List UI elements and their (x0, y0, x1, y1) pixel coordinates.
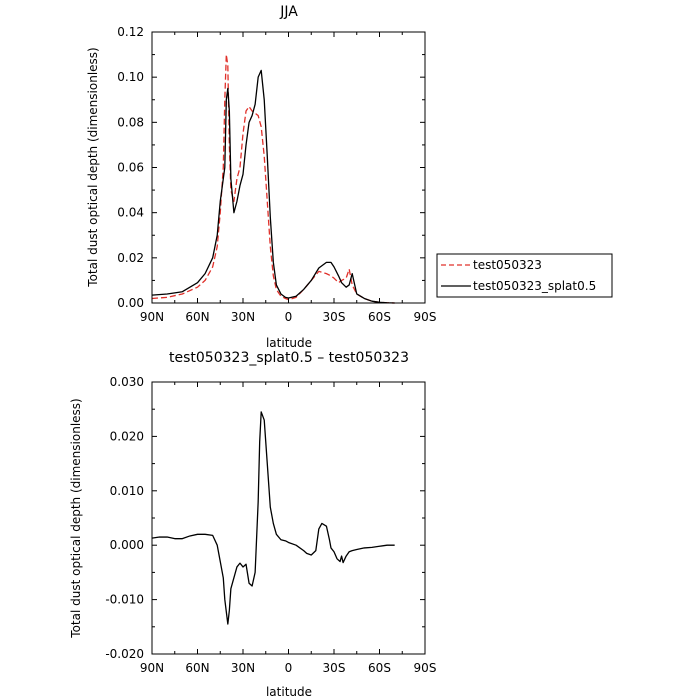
bottom-y-axis-label: Total dust optical depth (dimensionless) (69, 398, 83, 638)
top-x-tick-label: 60S (368, 310, 391, 324)
bottom-series-line-0 (151, 411, 395, 625)
legend-box (436, 253, 613, 298)
top-series-line-1 (151, 69, 395, 304)
bottom-y-tick-label: 0.010 (110, 484, 144, 498)
bottom-x-tick-label: 0 (285, 661, 293, 675)
top-y-tick-label: 0.10 (117, 70, 144, 84)
top-y-tick-label: 0.06 (117, 161, 144, 175)
top-plot-frame (151, 31, 426, 304)
bottom-y-tick-label: 0.030 (110, 375, 144, 389)
top-y-tick-label: 0.00 (117, 296, 144, 310)
bottom-ticks: 90N 60N 30N 0 30S 60S 90S -0.020 -0.010 0.000 0.01… (105, 375, 436, 675)
top-x-tick-label: 90N (140, 310, 164, 324)
legend: test050323 test050323_splat0.5 (436, 253, 613, 298)
top-y-axis-label: Total dust optical depth (dimensionless) (86, 47, 100, 287)
bottom-plot-frame (151, 381, 426, 655)
bottom-x-tick-label: 90N (140, 661, 164, 675)
bottom-chart-title: test050323_splat0.5 – test050323 (169, 350, 409, 366)
top-ticks: 90N 60N 30N 0 30S 60S 90S 0.00 0.02 0.04 0.06 0.08 0… (117, 25, 436, 324)
bottom-y-tick-label: -0.010 (105, 593, 144, 607)
top-x-tick-label: 90S (414, 310, 437, 324)
top-y-tick-label: 0.04 (117, 206, 144, 220)
top-x-tick-label: 60N (185, 310, 209, 324)
top-chart-title: JJA (279, 4, 298, 20)
top-panel: JJA 90N 60N 30N 0 30S 60S 90S 0.00 0.02 0.04 0.06 0… (86, 4, 436, 350)
bottom-y-tick-label: 0.000 (110, 538, 144, 552)
legend-label-test050323-splat: test050323_splat0.5 (473, 279, 596, 293)
bottom-y-tick-label: 0.020 (110, 429, 144, 443)
bottom-x-tick-label: 30S (323, 661, 346, 675)
top-x-tick-label: 30S (323, 310, 346, 324)
top-y-tick-label: 0.02 (117, 251, 144, 265)
top-x-tick-label: 0 (285, 310, 293, 324)
bottom-x-tick-label: 30N (231, 661, 255, 675)
top-x-tick-label: 30N (231, 310, 255, 324)
bottom-y-tick-label: -0.020 (105, 647, 144, 661)
top-y-tick-label: 0.08 (117, 115, 144, 129)
bottom-x-tick-label: 60N (185, 661, 209, 675)
top-plot-lines (151, 53, 395, 304)
bottom-x-axis-label: latitude (266, 685, 312, 699)
legend-label-test050323: test050323 (473, 258, 542, 272)
top-series-line-0 (151, 53, 395, 304)
bottom-x-tick-label: 60S (368, 661, 391, 675)
top-x-axis-label: latitude (266, 336, 312, 350)
bottom-plot-lines (151, 411, 395, 625)
bottom-x-tick-label: 90S (414, 661, 437, 675)
top-y-tick-label: 0.12 (117, 25, 144, 39)
bottom-panel: test050323_splat0.5 – test050323 90N 60N 3… (69, 350, 436, 699)
